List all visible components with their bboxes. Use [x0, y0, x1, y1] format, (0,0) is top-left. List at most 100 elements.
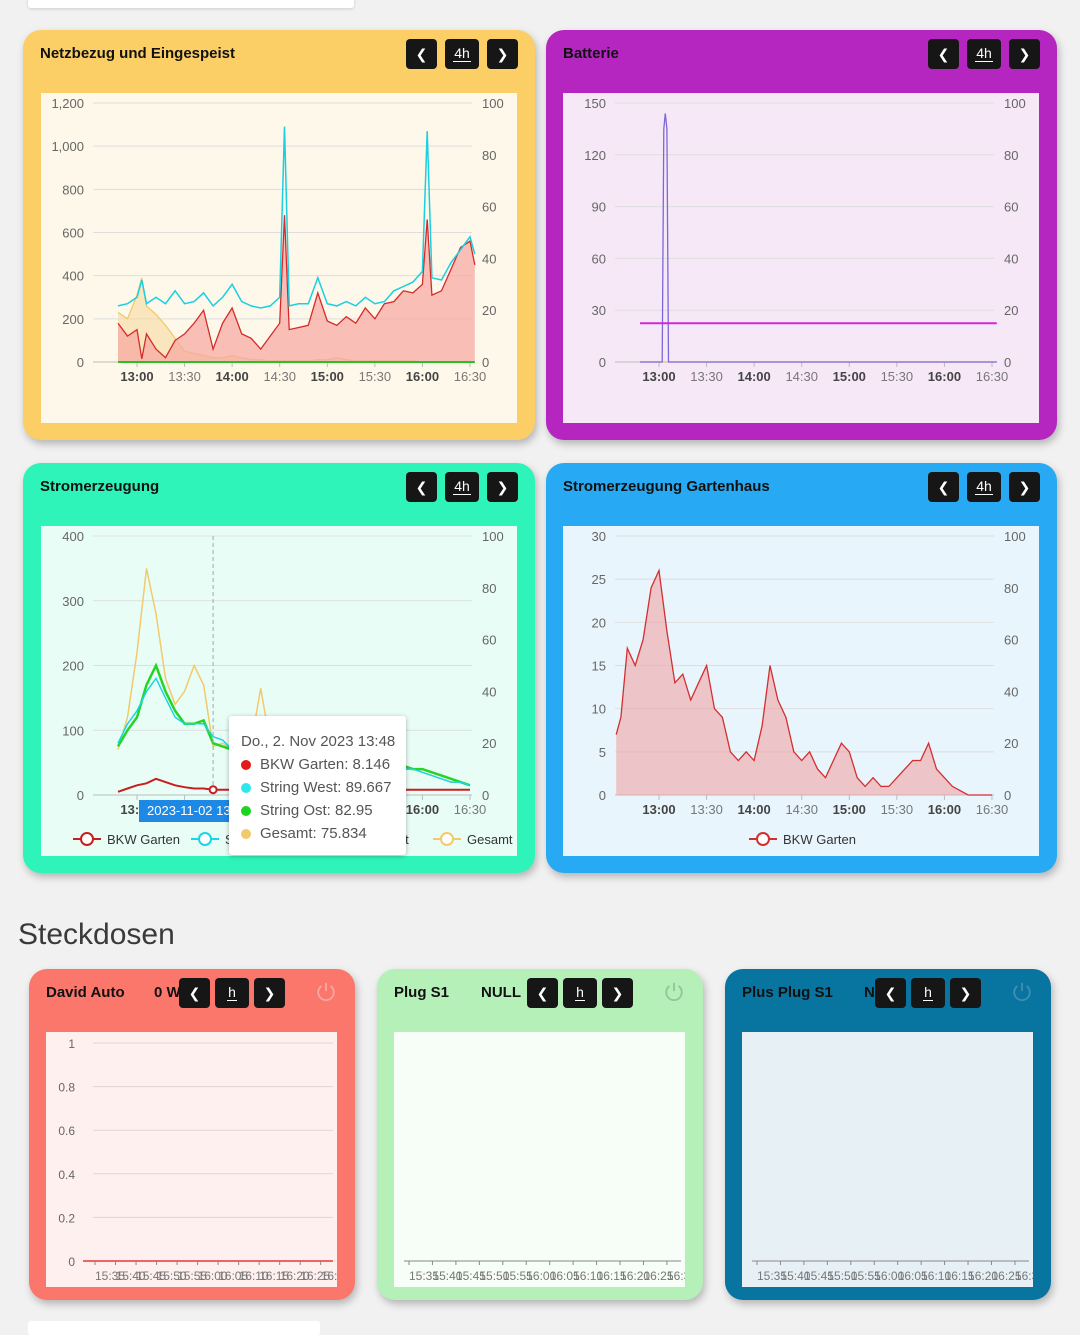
x-tick-label: 16:10: [921, 1269, 951, 1283]
x-tick-label: 15:45: [136, 1269, 166, 1283]
x-tick-label: 16:05: [218, 1269, 248, 1283]
section-title: Steckdosen: [18, 918, 175, 951]
y-tick-label: 600: [62, 226, 84, 241]
y2-tick-label: 100: [1004, 96, 1026, 111]
x-tick-label: 15:00: [833, 802, 866, 817]
x-tick-label: 13:00: [642, 802, 675, 817]
x-tick-label: 14:00: [738, 369, 771, 384]
y2-tick-label: 40: [1004, 251, 1018, 266]
y2-tick-label: 0: [482, 788, 489, 803]
x-tick-label: 16:30: [454, 369, 487, 384]
x-tick-label: 15:40: [116, 1269, 146, 1283]
next-button[interactable]: ❯: [254, 978, 285, 1008]
card-title: Netzbezug und Eingespeist: [40, 45, 236, 62]
y-tick-label: 30: [592, 529, 606, 544]
next-button[interactable]: ❯: [487, 472, 518, 502]
next-button[interactable]: ❯: [1009, 39, 1040, 69]
range-button[interactable]: h: [563, 978, 597, 1008]
next-button[interactable]: ❯: [1009, 472, 1040, 502]
chart-gartenhaus: 0 5 10 15 20 25 30 0 20 40 60 80 100 13:00 13:30 14:00 1…: [563, 526, 1039, 856]
x-tick-label: 16:20: [968, 1269, 998, 1283]
tooltip-row: Gesamt: 75.834: [241, 822, 406, 845]
card-plug-david-auto: David Auto 0 W ❮ h ❯ 0 0.2 0.4 0.6 0.8 1 15:35…: [29, 969, 355, 1300]
series-line-batterieladung: [640, 113, 997, 363]
range-button[interactable]: h: [215, 978, 249, 1008]
prev-button[interactable]: ❮: [928, 39, 959, 69]
chart-tooltip: Do., 2. Nov 2023 13:48 BKW Garten: 8.146…: [229, 716, 406, 855]
range-button[interactable]: h: [911, 978, 945, 1008]
x-tick-label: 13:30: [168, 369, 201, 384]
range-button[interactable]: 4h: [967, 39, 1001, 69]
legend-marker: [198, 832, 212, 846]
legend-label: BKW Garten: [783, 832, 856, 847]
x-tick-label: 15:30: [881, 802, 914, 817]
y-tick-label: 100: [62, 723, 84, 738]
x-tick-label: 15:30: [881, 369, 914, 384]
card-batterie: Batterie ❮ 4h ❯ 0 30 60 90 120 150 0 20 40 60 80 10…: [546, 30, 1057, 440]
card-title: Stromerzeugung Gartenhaus: [563, 478, 770, 495]
legend-marker: [440, 832, 454, 846]
crosshair-date-label: 2023-11-02 13:48: [139, 800, 235, 822]
prev-button[interactable]: ❮: [406, 472, 437, 502]
y2-tick-label: 0: [1004, 788, 1011, 803]
next-button[interactable]: ❯: [487, 39, 518, 69]
range-button[interactable]: 4h: [445, 39, 479, 69]
x-tick-label: 16:00: [198, 1269, 228, 1283]
x-tick-label: 15:50: [827, 1269, 857, 1283]
x-tick-label: 15:55: [177, 1269, 207, 1283]
power-icon[interactable]: [663, 981, 685, 1003]
series-line-bkw-garten: [615, 568, 992, 796]
prev-button[interactable]: ❮: [179, 978, 210, 1008]
y-tick-label: 90: [592, 200, 606, 215]
y-tick-label: 0.2: [58, 1211, 75, 1225]
x-tick-label: 15:45: [804, 1269, 834, 1283]
prev-button[interactable]: ❮: [527, 978, 558, 1008]
x-tick-label: 16:00: [928, 369, 961, 384]
chart-plug-david-auto: 00.20.40.60.8115:3515:4015:4515:5015:551…: [46, 1032, 337, 1287]
crosshair-point: [208, 785, 218, 795]
x-tick-label: 16:15: [945, 1269, 975, 1283]
legend-marker: [80, 832, 94, 846]
y-tick-label: 0: [77, 355, 84, 370]
y-tick-label: 400: [62, 269, 84, 284]
chart-plug-s1: 15:3515:4015:4515:5015:5516:0016:0516:10…: [394, 1032, 685, 1287]
tooltip-row: String West: 89.667: [241, 776, 406, 799]
plug-value: NULL: [481, 984, 521, 1001]
x-tick-label: 13:00: [642, 369, 675, 384]
y-tick-label: 15: [592, 659, 606, 674]
y2-tick-label: 20: [482, 303, 496, 318]
y2-tick-label: 80: [1004, 581, 1018, 596]
y-tick-label: 0: [68, 1255, 75, 1269]
x-tick-label: 13:00: [120, 369, 153, 384]
next-button[interactable]: ❯: [602, 978, 633, 1008]
x-tick-label: 16:20: [280, 1269, 310, 1283]
y2-tick-label: 100: [482, 529, 504, 544]
power-icon[interactable]: [315, 981, 337, 1003]
range-button[interactable]: 4h: [967, 472, 1001, 502]
prev-button[interactable]: ❮: [928, 472, 959, 502]
prev-button[interactable]: ❮: [406, 39, 437, 69]
x-tick-label: 15:35: [757, 1269, 787, 1283]
time-nav: ❮ h ❯: [875, 978, 981, 1008]
x-tick-label: 16:00: [874, 1269, 904, 1283]
next-button[interactable]: ❯: [950, 978, 981, 1008]
time-nav: ❮ h ❯: [179, 978, 285, 1008]
series-line-stromverbrauch: [117, 126, 476, 309]
plug-title: Plus Plug S1: [742, 984, 833, 1001]
tooltip-row: String Ost: 82.95: [241, 799, 406, 822]
y2-tick-label: 0: [1004, 355, 1011, 370]
power-icon[interactable]: [1011, 981, 1033, 1003]
legend-label: Gesamt: [467, 832, 513, 847]
time-nav: ❮ 4h ❯: [406, 39, 518, 69]
y2-tick-label: 60: [1004, 200, 1018, 215]
chart-plus-plug-s1: 15:3515:4015:4515:5015:5516:0016:0516:10…: [742, 1032, 1033, 1287]
range-button[interactable]: 4h: [445, 472, 479, 502]
x-tick-label: 16:00: [406, 369, 439, 384]
prev-button[interactable]: ❮: [875, 978, 906, 1008]
plug-value: N: [864, 984, 875, 1001]
x-tick-label: 15:50: [157, 1269, 187, 1283]
x-tick-label: 16:25: [300, 1269, 330, 1283]
x-tick-label: 15:55: [503, 1269, 533, 1283]
x-tick-label: 16:30: [321, 1269, 337, 1283]
y-tick-label: 5: [599, 745, 606, 760]
